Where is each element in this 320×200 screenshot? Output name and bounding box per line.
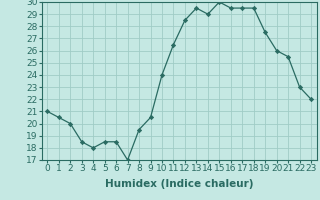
X-axis label: Humidex (Indice chaleur): Humidex (Indice chaleur) bbox=[105, 179, 253, 189]
